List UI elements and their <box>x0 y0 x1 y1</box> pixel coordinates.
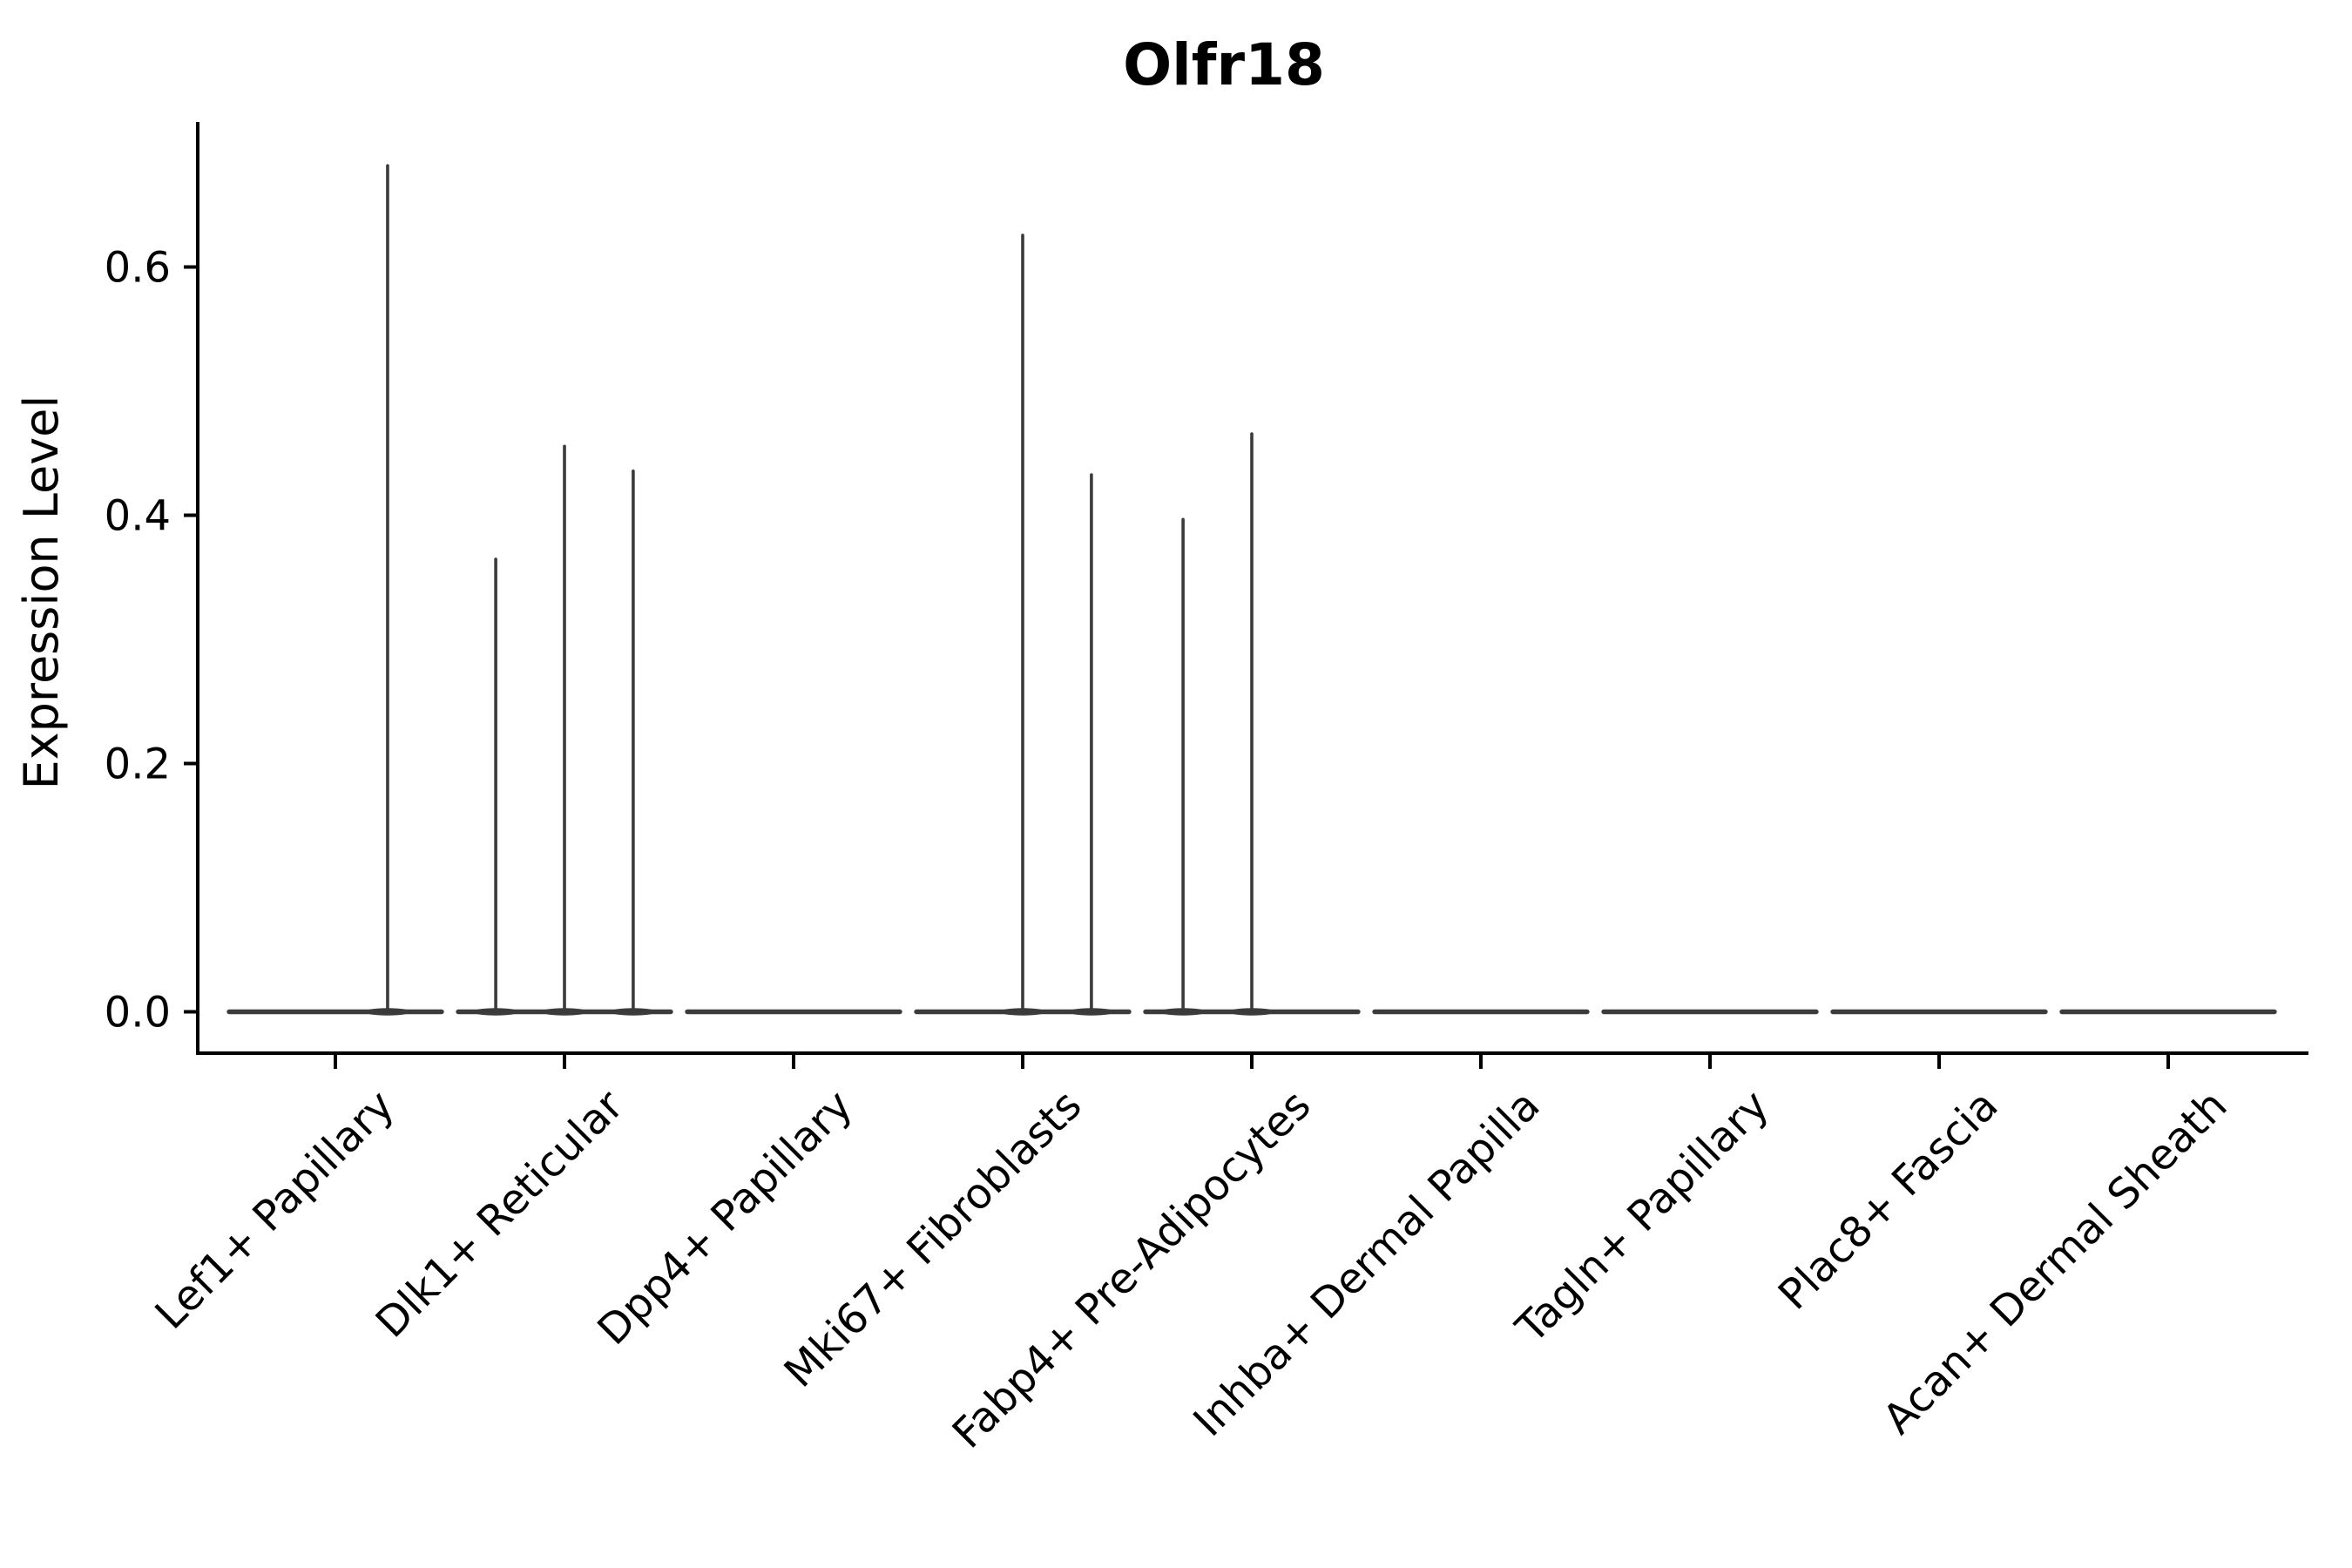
x-tick-label: Lef1+ Papillary <box>146 1081 404 1339</box>
y-tick-label: 0.6 <box>105 244 171 293</box>
violin <box>226 164 444 1016</box>
x-tick-label: Dpp4+ Papillary <box>588 1081 862 1355</box>
y-tick-label: 0.2 <box>105 740 171 789</box>
y-tick-label: 0.0 <box>105 989 171 1037</box>
x-tick-label: Plac8+ Fascia <box>1769 1081 2008 1320</box>
y-axis-label: Expression Level <box>14 395 69 790</box>
x-tick-label: Dlk1+ Reticular <box>367 1081 633 1348</box>
violins <box>226 164 2277 1016</box>
violin <box>914 233 1132 1016</box>
y-tick-label: 0.4 <box>105 492 171 541</box>
x-tick-label: Tagln+ Papillary <box>1506 1081 1778 1353</box>
violin <box>1143 432 1361 1016</box>
violin <box>456 444 673 1016</box>
chart-title: Olfr18 <box>1123 31 1325 98</box>
axes <box>184 122 2308 1069</box>
